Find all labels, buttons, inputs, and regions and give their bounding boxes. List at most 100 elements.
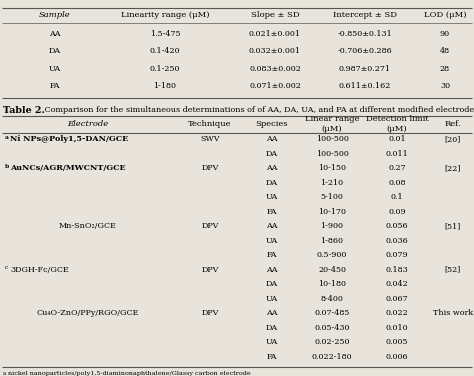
Text: 0.083±0.002: 0.083±0.002 [249, 65, 301, 73]
Text: a: a [3, 371, 6, 376]
Text: DPV: DPV [201, 222, 219, 230]
Text: 0.27: 0.27 [388, 164, 406, 172]
Text: DA: DA [266, 179, 278, 186]
Text: Ref.: Ref. [445, 120, 461, 128]
Text: 0.071±0.002: 0.071±0.002 [249, 82, 301, 90]
Text: 0.005: 0.005 [386, 338, 408, 346]
Text: Table 2.: Table 2. [3, 106, 45, 115]
Text: 90: 90 [440, 30, 450, 38]
Text: 1.5-475: 1.5-475 [150, 30, 180, 38]
Text: UA: UA [266, 338, 278, 346]
Text: UA: UA [266, 193, 278, 201]
Text: Linearity range (μM): Linearity range (μM) [121, 11, 209, 19]
Text: 0.006: 0.006 [386, 353, 408, 361]
Text: 10-170: 10-170 [318, 208, 346, 215]
Text: 0.07-485: 0.07-485 [314, 309, 350, 317]
Text: 10-150: 10-150 [318, 164, 346, 172]
Text: DPV: DPV [201, 309, 219, 317]
Text: Comparison for the simultaneous determinations of of AA, DA, UA, and FA at diffe: Comparison for the simultaneous determin… [42, 106, 474, 114]
Text: 1-210: 1-210 [320, 179, 344, 186]
Text: 0.011: 0.011 [386, 150, 409, 158]
Text: 0.079: 0.079 [386, 251, 408, 259]
Text: FA: FA [267, 208, 277, 215]
Text: [20]: [20] [445, 135, 461, 143]
Text: 1-860: 1-860 [320, 237, 344, 244]
Text: [52]: [52] [445, 265, 461, 274]
Text: 0.611±0.162: 0.611±0.162 [339, 82, 391, 90]
Text: Ni NPs@Poly1,5-DAN/GCE: Ni NPs@Poly1,5-DAN/GCE [10, 135, 128, 143]
Text: 0.183: 0.183 [386, 265, 409, 274]
Text: 100-500: 100-500 [316, 135, 348, 143]
Text: 20-450: 20-450 [318, 265, 346, 274]
Text: 0.036: 0.036 [386, 237, 409, 244]
Text: DA: DA [266, 150, 278, 158]
Text: AA: AA [266, 309, 278, 317]
Text: 100-500: 100-500 [316, 150, 348, 158]
Text: 3DGH-Fc/GCE: 3DGH-Fc/GCE [10, 265, 69, 274]
Text: 0.5-900: 0.5-900 [317, 251, 347, 259]
Text: DPV: DPV [201, 164, 219, 172]
Text: SWV: SWV [200, 135, 220, 143]
Text: AA: AA [266, 135, 278, 143]
Text: 0.987±0.271: 0.987±0.271 [339, 65, 391, 73]
Text: UA: UA [49, 65, 61, 73]
Text: 0.032±0.001: 0.032±0.001 [249, 47, 301, 56]
Text: AA: AA [266, 222, 278, 230]
Text: 0.056: 0.056 [386, 222, 408, 230]
Text: 0.08: 0.08 [388, 179, 406, 186]
Text: Cu₄O-ZnO/PPy/RGO/GCE: Cu₄O-ZnO/PPy/RGO/GCE [37, 309, 139, 317]
Text: AA: AA [266, 265, 278, 274]
Text: DA: DA [266, 324, 278, 332]
Text: FA: FA [267, 251, 277, 259]
Text: AA: AA [49, 30, 61, 38]
Text: b: b [5, 164, 9, 168]
Text: Sample: Sample [39, 11, 71, 19]
Text: 5-100: 5-100 [320, 193, 344, 201]
Text: 0.021±0.001: 0.021±0.001 [249, 30, 301, 38]
Text: 1-900: 1-900 [320, 222, 344, 230]
Text: 8-400: 8-400 [320, 294, 344, 303]
Text: LOD (μM): LOD (μM) [424, 11, 466, 19]
Text: Detection limit
(μM): Detection limit (μM) [365, 115, 428, 133]
Text: DA: DA [49, 47, 61, 56]
Text: 1-180: 1-180 [154, 82, 176, 90]
Text: 30: 30 [440, 82, 450, 90]
Text: DPV: DPV [201, 265, 219, 274]
Text: 10-180: 10-180 [318, 280, 346, 288]
Text: 48: 48 [440, 47, 450, 56]
Text: 0.1-420: 0.1-420 [150, 47, 180, 56]
Text: 28: 28 [440, 65, 450, 73]
Text: Electrode: Electrode [67, 120, 109, 128]
Text: nickel nanoparticles/poly1,5-diaminonaphthalene/Glassy carbon electrode: nickel nanoparticles/poly1,5-diaminonaph… [8, 371, 251, 376]
Text: Species: Species [256, 120, 288, 128]
Text: 0.022: 0.022 [386, 309, 409, 317]
Text: FA: FA [50, 82, 60, 90]
Text: c: c [5, 265, 9, 270]
Text: Slope ± SD: Slope ± SD [251, 11, 299, 19]
Text: 0.01: 0.01 [388, 135, 406, 143]
Text: a: a [5, 135, 9, 139]
Text: AuNCs/AGR/MWCNT/GCE: AuNCs/AGR/MWCNT/GCE [10, 164, 126, 172]
Text: UA: UA [266, 237, 278, 244]
Text: 0.067: 0.067 [386, 294, 408, 303]
Text: 0.010: 0.010 [386, 324, 408, 332]
Text: Linear range
(μM): Linear range (μM) [305, 115, 359, 133]
Text: This work: This work [433, 309, 473, 317]
Text: -0.850±0.131: -0.850±0.131 [337, 30, 392, 38]
Text: [51]: [51] [445, 222, 461, 230]
Text: AA: AA [266, 164, 278, 172]
Text: Mn-SnO₂/GCE: Mn-SnO₂/GCE [59, 222, 117, 230]
Text: 0.1: 0.1 [391, 193, 403, 201]
Text: -0.706±0.286: -0.706±0.286 [337, 47, 392, 56]
Text: [22]: [22] [445, 164, 461, 172]
Text: Intercept ± SD: Intercept ± SD [333, 11, 397, 19]
Text: 0.022-180: 0.022-180 [312, 353, 352, 361]
Text: 0.042: 0.042 [386, 280, 409, 288]
Text: 0.02-250: 0.02-250 [314, 338, 350, 346]
Text: 0.1-250: 0.1-250 [150, 65, 180, 73]
Text: DA: DA [266, 280, 278, 288]
Text: 0.05-430: 0.05-430 [314, 324, 350, 332]
Text: FA: FA [267, 353, 277, 361]
Text: 0.09: 0.09 [388, 208, 406, 215]
Text: Technique: Technique [188, 120, 232, 128]
